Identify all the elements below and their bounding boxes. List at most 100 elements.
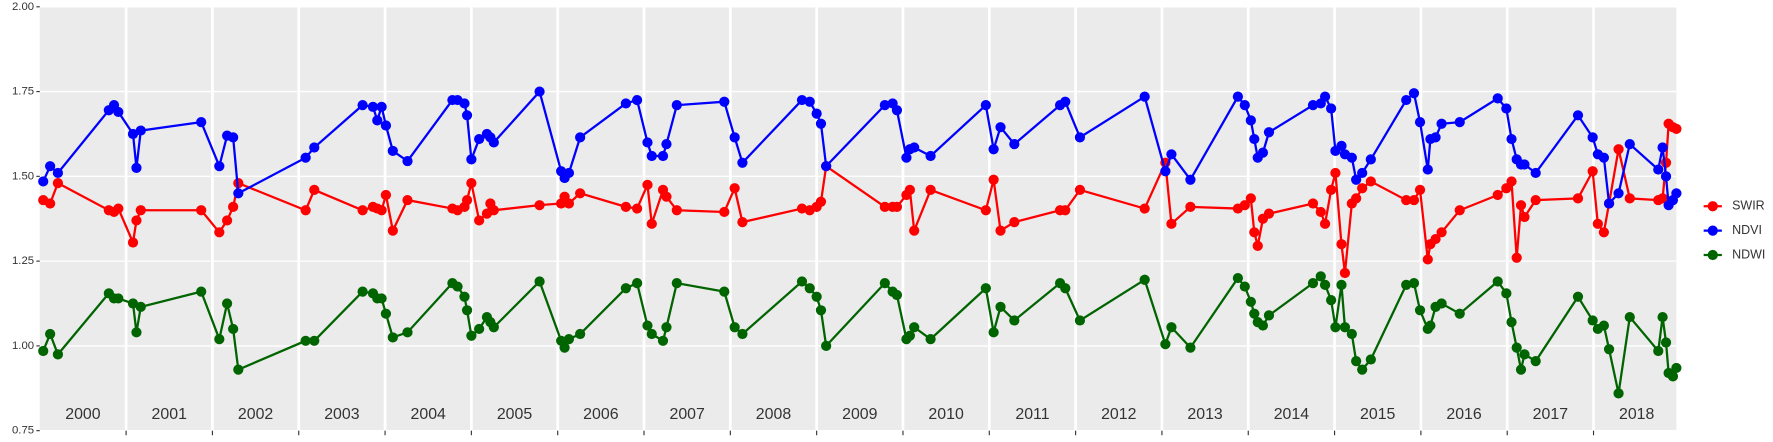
data-point <box>737 217 748 228</box>
data-point <box>811 108 822 119</box>
data-point <box>1074 184 1086 196</box>
data-point <box>1336 279 1347 290</box>
data-point <box>719 206 730 218</box>
data-point <box>376 205 387 216</box>
data-point <box>575 132 586 143</box>
data-point <box>1657 311 1668 323</box>
data-point <box>1653 345 1664 357</box>
year-label: 2000 <box>65 406 101 423</box>
year-label: 2016 <box>1446 406 1482 423</box>
y-tick-label: 2.00 <box>12 1 34 13</box>
data-point <box>1232 91 1244 102</box>
data-point <box>1307 278 1319 289</box>
year-label: 2006 <box>583 406 619 423</box>
data-point <box>1624 311 1635 323</box>
data-point <box>1307 100 1319 111</box>
data-point <box>1263 127 1275 138</box>
data-point <box>534 276 545 287</box>
data-point <box>1357 364 1368 375</box>
data-point <box>1346 152 1357 163</box>
data-point <box>1408 88 1420 99</box>
data-point <box>38 345 49 357</box>
data-point <box>1436 298 1447 309</box>
data-point <box>1326 295 1337 306</box>
data-point <box>309 184 320 196</box>
data-point <box>113 203 124 214</box>
data-point <box>879 201 890 212</box>
data-point <box>196 205 207 216</box>
data-point <box>1598 152 1610 163</box>
data-point <box>620 283 632 294</box>
data-point <box>1257 147 1269 158</box>
data-point <box>1319 91 1331 102</box>
data-point <box>1263 208 1275 219</box>
data-point <box>131 215 142 226</box>
data-point <box>1249 227 1260 238</box>
data-point <box>1009 315 1020 326</box>
y-tick-label: 1.75 <box>12 86 34 98</box>
data-point <box>1139 203 1150 214</box>
data-point <box>1422 164 1433 175</box>
data-point <box>1408 194 1420 206</box>
year-label: 2007 <box>669 406 705 423</box>
year-label: 2009 <box>842 406 878 423</box>
data-point <box>221 215 233 226</box>
data-point <box>367 101 379 112</box>
data-point <box>474 323 485 335</box>
data-point <box>196 116 207 128</box>
data-point <box>737 157 748 168</box>
data-point <box>988 144 999 155</box>
panel <box>39 6 1677 431</box>
year-label: 2008 <box>756 406 792 423</box>
data-point <box>228 323 239 335</box>
data-point <box>1060 96 1071 107</box>
data-point <box>402 155 413 167</box>
data-point <box>646 218 657 229</box>
year-label: 2003 <box>324 406 360 423</box>
data-point <box>380 189 392 201</box>
data-point <box>461 305 473 316</box>
data-point <box>459 291 470 302</box>
data-point <box>376 101 387 112</box>
data-point <box>1257 320 1269 331</box>
data-point <box>357 286 368 297</box>
data-point <box>995 122 1006 133</box>
data-point <box>1009 217 1020 228</box>
data-point <box>821 161 832 172</box>
data-point <box>387 145 398 157</box>
data-point <box>474 133 485 145</box>
data-point <box>1660 157 1672 168</box>
y-tick-label: 0.75 <box>12 425 34 437</box>
data-point <box>1671 188 1682 199</box>
data-point <box>488 137 499 148</box>
data-point <box>1239 200 1250 211</box>
data-point <box>461 110 473 121</box>
year-label: 2013 <box>1187 406 1223 423</box>
year-label: 2014 <box>1274 406 1310 423</box>
data-point <box>228 201 239 212</box>
data-point <box>815 118 827 129</box>
data-point <box>1357 167 1368 179</box>
data-point <box>1185 174 1196 185</box>
data-point <box>1401 194 1412 206</box>
data-point <box>1492 189 1503 201</box>
data-point <box>52 349 64 360</box>
data-point <box>925 150 936 162</box>
legend-label: NDVI <box>1732 223 1762 237</box>
data-point <box>719 96 730 107</box>
data-point <box>1139 274 1150 285</box>
data-point <box>642 179 653 190</box>
data-point <box>995 301 1006 312</box>
data-point <box>300 335 311 346</box>
data-point <box>233 188 244 199</box>
data-point <box>879 278 890 289</box>
data-point <box>821 340 832 351</box>
data-point <box>196 286 207 297</box>
data-point <box>113 293 124 304</box>
data-point <box>1339 322 1351 333</box>
data-point <box>1519 211 1530 223</box>
data-point <box>1587 166 1598 177</box>
data-point <box>1365 154 1376 165</box>
data-point <box>466 178 477 189</box>
data-point <box>1408 278 1420 289</box>
